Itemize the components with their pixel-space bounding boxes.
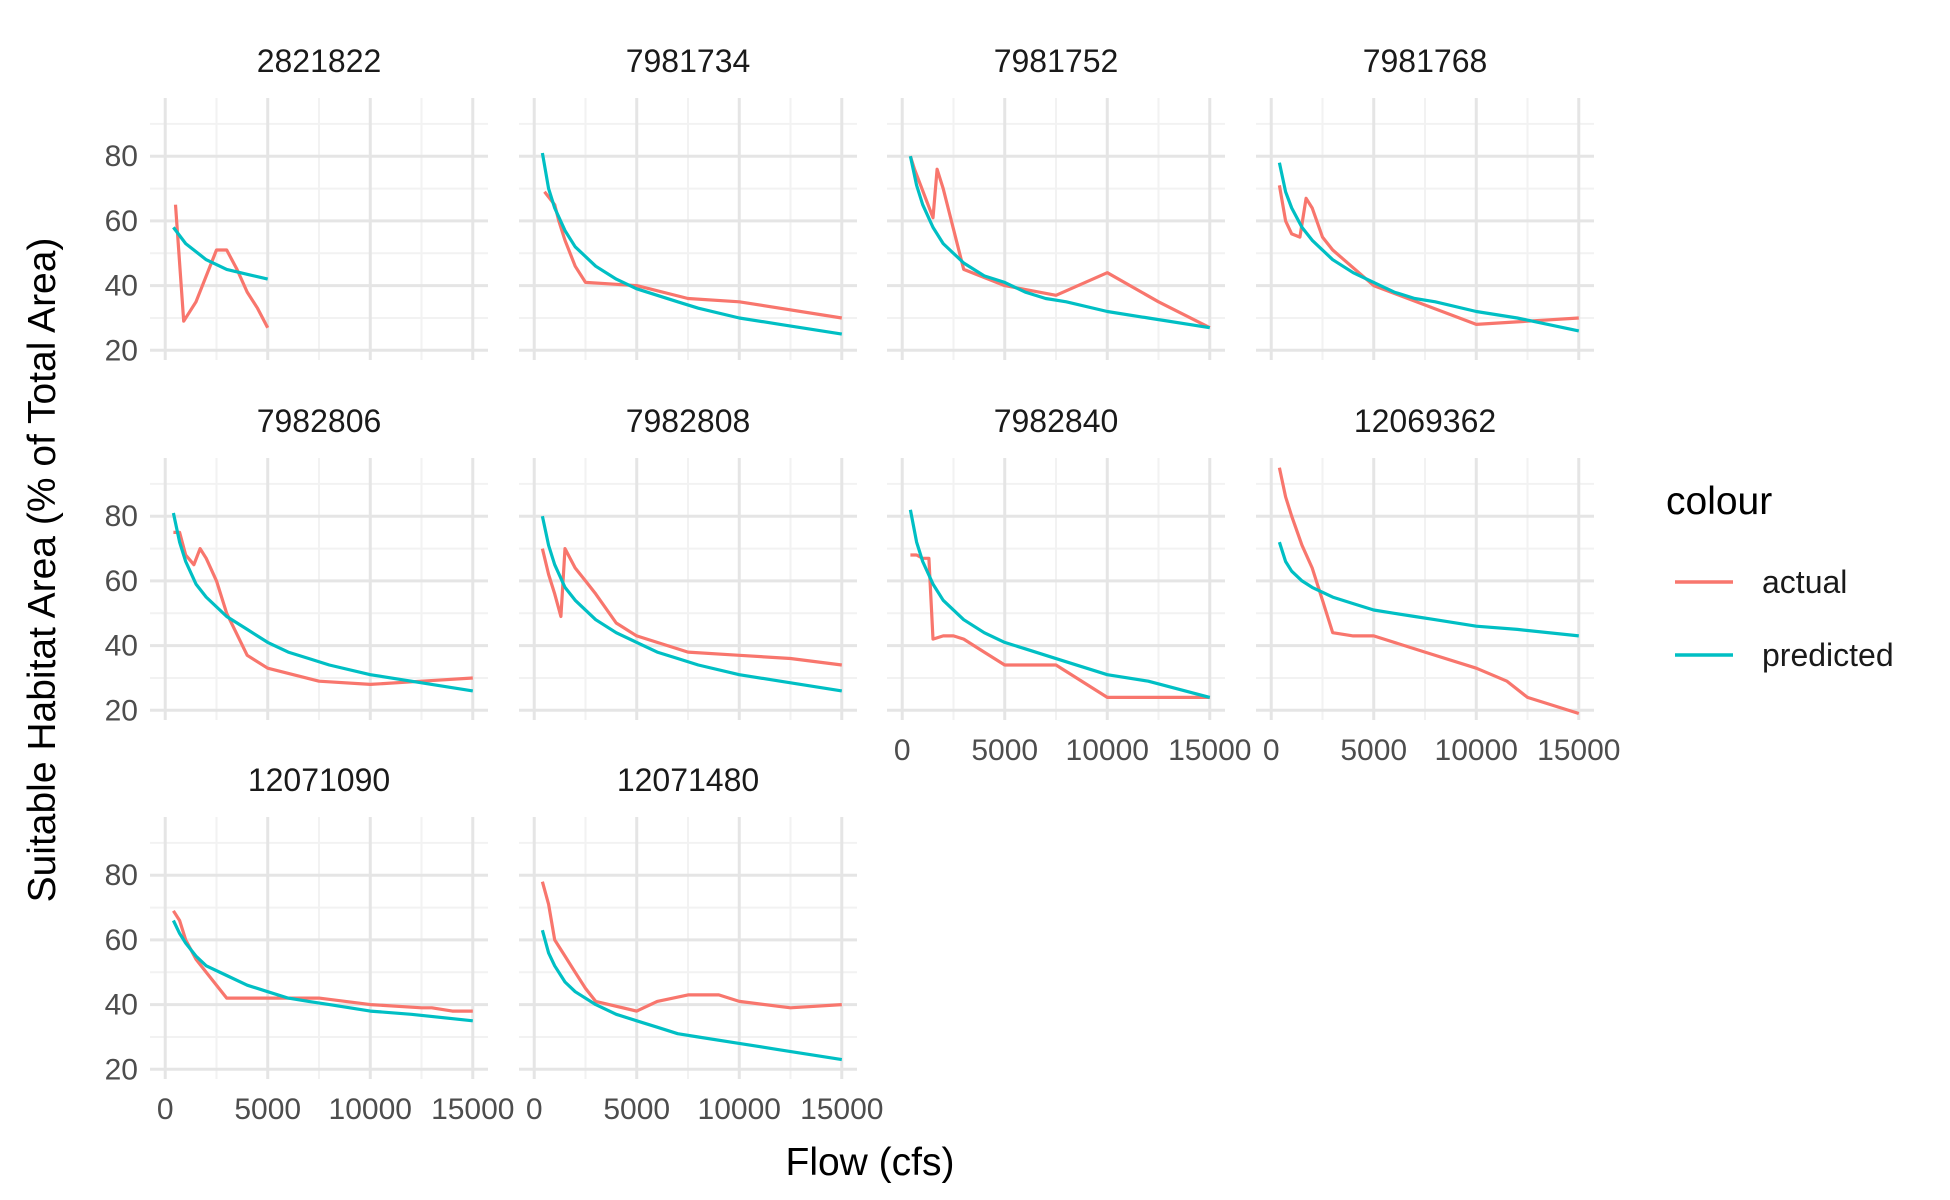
series-line-predicted [172,226,269,281]
legend: colour actual predicted [1666,480,1894,673]
x-tick-label: 10000 [329,1093,412,1126]
facet-panel: 7982808 [519,403,857,720]
facet-panel: 2821822 20 40 60 80 [105,43,488,367]
series-line-actual [540,881,842,1013]
facet-panels: 2821822 20 40 60 80 7981734 7981752 7981768 7982… [105,43,1621,1126]
series-line-actual [908,155,1211,330]
x-tick-label: 0 [1263,734,1280,767]
x-tick-label: 0 [894,734,911,767]
x-tick-label: 15000 [431,1093,514,1126]
facet-panel: 7981752 [887,43,1225,360]
y-tick-label: 80 [105,140,138,173]
x-tick-label: 5000 [971,734,1038,767]
series-line-actual [910,553,1210,699]
y-tick-label: 40 [105,989,138,1022]
series-line-predicted [1277,541,1579,638]
facet-panel: 7982806 20 40 60 80 [105,403,488,727]
x-tick-label: 15000 [1168,734,1251,767]
series-line-actual [1277,185,1579,326]
series-line-actual [173,530,473,686]
facet-panel: 7982840 0 5000 10000 15000 [887,403,1252,767]
y-tick-label: 20 [105,1053,138,1086]
y-tick-label: 20 [105,334,138,367]
x-tick-label: 15000 [1537,734,1620,767]
legend-label-predicted: predicted [1762,637,1894,673]
facet-panel: 12069362 0 5000 10000 15000 [1256,403,1621,767]
facet-panel: 12071090 20 40 60 80 0 5000 10000 15000 [105,762,515,1126]
series-line-actual [540,547,843,667]
y-tick-label: 40 [105,630,138,663]
y-tick-label: 80 [105,859,138,892]
series-line-actual [1277,467,1580,716]
y-tick-label: 80 [105,500,138,533]
x-tick-label: 0 [157,1093,174,1126]
facet-strip-title: 7982806 [257,403,382,439]
y-axis-title: Suitable Habitat Area (% of Total Area) [21,238,64,903]
series-line-predicted [908,155,1211,330]
x-axis-title: Flow (cfs) [786,1141,955,1184]
series-line-actual [172,909,473,1013]
x-tick-label: 15000 [800,1093,883,1126]
series-line-predicted [908,509,1211,699]
facet-strip-title: 7981752 [994,43,1119,79]
series-line-predicted [540,929,843,1062]
y-tick-label: 40 [105,270,138,303]
series-line-actual [173,204,270,329]
series-line-predicted [540,515,843,693]
series-line-predicted [1277,162,1580,333]
y-tick-label: 20 [105,694,138,727]
y-tick-label: 60 [105,924,138,957]
facet-strip-title: 7981768 [1363,43,1488,79]
facet-strip-title: 12069362 [1354,403,1496,439]
facet-panel: 7981734 [519,43,857,360]
facet-panel: 12071480 0 5000 10000 15000 [519,762,884,1126]
x-tick-label: 5000 [603,1093,670,1126]
facet-panel: 7981768 [1256,43,1594,360]
x-tick-label: 10000 [1435,734,1518,767]
x-tick-label: 5000 [234,1093,301,1126]
y-tick-label: 60 [105,205,138,238]
facet-strip-title: 7982808 [626,403,751,439]
legend-title: colour [1666,480,1772,523]
facet-strip-title: 2821822 [257,43,382,79]
series-line-predicted [540,152,843,336]
x-tick-label: 10000 [698,1093,781,1126]
facet-strip-title: 12071090 [248,762,390,798]
y-tick-label: 60 [105,565,138,598]
facet-strip-title: 7981734 [626,43,751,79]
series-line-predicted [171,919,473,1023]
facet-strip-title: 12071480 [617,762,759,798]
x-tick-label: 10000 [1066,734,1149,767]
series-line-predicted [171,512,474,693]
series-line-actual [543,190,843,320]
facet-strip-title: 7982840 [994,403,1119,439]
x-tick-label: 0 [526,1093,543,1126]
x-tick-label: 5000 [1340,734,1407,767]
legend-label-actual: actual [1762,564,1847,600]
